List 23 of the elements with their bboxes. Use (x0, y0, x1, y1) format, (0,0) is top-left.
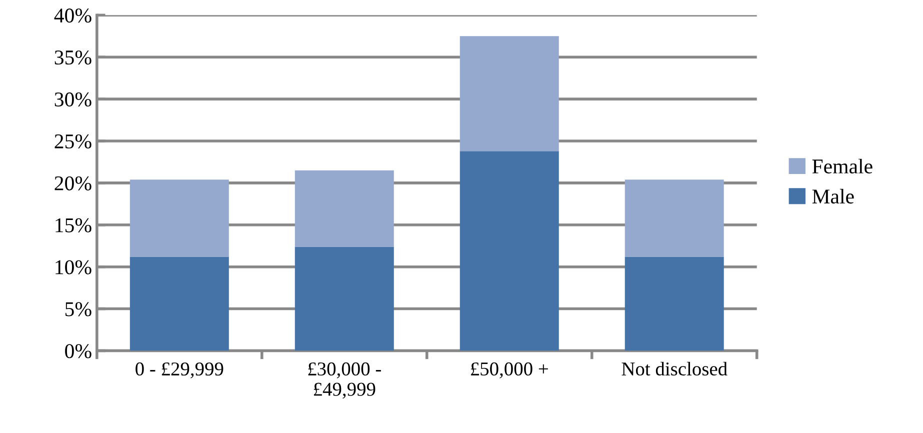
y-tick-label: 5% (65, 302, 92, 316)
y-tick-label: 30% (54, 92, 92, 107)
bar (460, 36, 559, 152)
y-tick-label: 10% (56, 260, 92, 274)
bar (460, 151, 559, 351)
y-tick-label: 0% (65, 344, 92, 358)
legend-label: Female (812, 158, 872, 174)
bar (294, 246, 394, 351)
bar (624, 256, 724, 351)
y-tick-label: 25% (54, 134, 92, 148)
x-tick-label: £50,000 + (471, 362, 548, 378)
x-tick-label: Not disclosed (622, 362, 728, 376)
y-tick-label: 40% (54, 8, 92, 23)
bar (294, 170, 394, 247)
y-tick-label: 35% (54, 50, 92, 65)
y-tick-label: 15% (56, 218, 92, 232)
y-tick-label: 20% (54, 176, 92, 190)
bar (130, 256, 229, 351)
x-tick-label: £30,000 - £49,999 (308, 362, 381, 399)
bar (624, 180, 724, 257)
x-tick-label: 0 - £29,999 (136, 362, 224, 378)
bar (130, 180, 229, 257)
legend-label: Male (812, 188, 854, 204)
